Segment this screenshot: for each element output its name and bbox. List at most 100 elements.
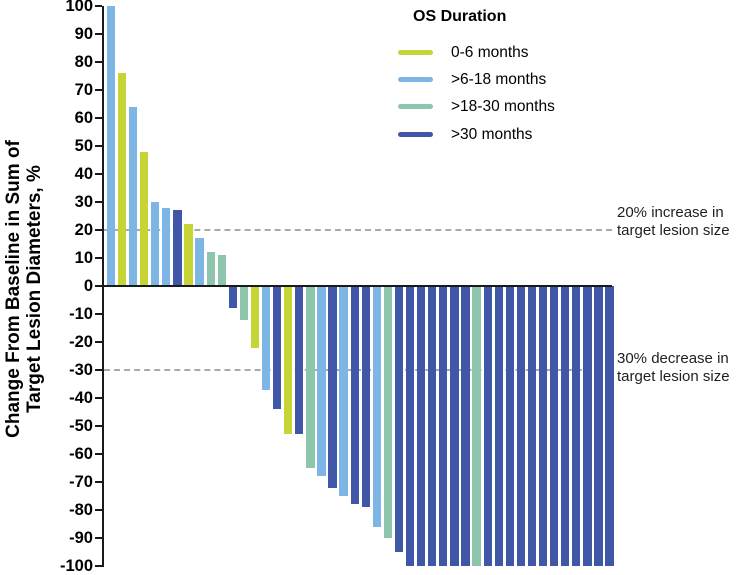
bar	[439, 286, 448, 566]
bar	[505, 286, 514, 566]
y-tick-mark	[95, 32, 102, 36]
y-tick-label: 90	[74, 25, 93, 43]
y-tick-label: 0	[83, 277, 93, 295]
annotation-line: 20% increase in	[617, 204, 724, 221]
bar	[605, 286, 614, 566]
legend-item-label: >30 months	[451, 125, 533, 143]
legend-item: >18-30 months	[398, 97, 628, 117]
y-tick-label: 50	[74, 137, 93, 155]
legend-item-label: 0-6 months	[451, 43, 529, 61]
legend: OS Duration 0-6 months >6-18 months >18-30…	[398, 8, 628, 143]
bar	[450, 286, 459, 566]
y-tick-mark	[95, 480, 102, 484]
y-tick-label: -50	[69, 417, 93, 435]
bar	[483, 286, 492, 566]
y-tick-mark	[95, 312, 102, 316]
y-tick-mark	[95, 340, 102, 344]
y-tick-label: -30	[69, 361, 93, 379]
annotation-line: target lesion size	[617, 367, 730, 385]
bar	[472, 286, 481, 566]
bar	[550, 286, 559, 566]
bar	[217, 255, 226, 286]
bar	[328, 286, 337, 488]
bar	[261, 286, 271, 390]
bar	[306, 286, 315, 468]
y-tick-label: -10	[69, 305, 93, 323]
bar	[295, 286, 304, 435]
bar	[195, 238, 204, 286]
bar	[361, 286, 370, 508]
y-tick-label: -40	[69, 389, 93, 407]
legend-swatch	[398, 49, 433, 55]
legend-swatch	[398, 104, 433, 110]
y-tick-mark	[95, 508, 102, 512]
bar	[228, 286, 237, 309]
y-tick-label: 10	[74, 249, 93, 267]
legend-item-label: >18-30 months	[451, 98, 555, 116]
bar	[527, 286, 537, 566]
y-tick-label: 70	[74, 81, 93, 99]
y-tick-label: 40	[74, 165, 93, 183]
bar	[140, 151, 149, 286]
y-tick-label: 20	[74, 221, 93, 239]
bar	[417, 286, 426, 566]
y-tick-label: 60	[74, 109, 93, 127]
legend-item: 0-6 months	[398, 43, 628, 63]
y-axis-title: Change From Baseline in Sum of Target Le…	[3, 9, 45, 569]
annotation-line: target lesion size	[617, 221, 730, 239]
bar	[383, 286, 393, 538]
bar	[162, 207, 171, 286]
legend-item-label: >6-18 months	[451, 70, 547, 88]
y-tick-label: -20	[69, 333, 93, 351]
bar	[572, 286, 581, 566]
bar	[250, 286, 260, 348]
y-tick-label: -80	[69, 501, 93, 519]
legend-item: >6-18 months	[398, 70, 628, 90]
bar	[372, 286, 382, 527]
y-tick-mark	[95, 536, 102, 540]
legend-item: >30 months	[398, 125, 628, 145]
y-tick-label: 100	[65, 0, 93, 15]
y-tick-mark	[95, 228, 102, 232]
y-tick-mark	[95, 452, 102, 456]
y-tick-mark	[95, 172, 102, 176]
y-axis-title-line-1: Change From Baseline in Sum of	[3, 140, 24, 438]
legend-title: OS Duration	[413, 8, 507, 25]
y-tick-mark	[95, 200, 102, 204]
y-tick-mark	[95, 396, 102, 400]
y-tick-mark	[95, 256, 102, 260]
y-tick-mark	[95, 424, 102, 428]
annotation-line: 30% decrease in	[617, 350, 729, 367]
reference-annotation: 30% decrease in target lesion size	[617, 350, 745, 385]
bar	[239, 286, 249, 320]
bar	[428, 286, 437, 566]
y-tick-label: -100	[59, 557, 93, 575]
y-tick-label: 80	[74, 53, 93, 71]
bar	[494, 286, 503, 566]
y-tick-mark	[95, 564, 102, 568]
legend-swatch	[398, 131, 433, 137]
bar	[405, 286, 415, 566]
y-tick-mark	[95, 368, 102, 372]
y-tick-mark	[95, 88, 102, 92]
bar	[206, 252, 215, 286]
bar	[583, 286, 592, 566]
bar	[284, 286, 293, 435]
bar	[273, 286, 282, 410]
bar	[151, 202, 160, 286]
bar	[350, 286, 359, 505]
legend-swatch	[398, 76, 433, 82]
y-tick-mark	[95, 60, 102, 64]
y-tick-mark	[95, 284, 102, 288]
bar	[561, 286, 570, 566]
bar	[184, 224, 193, 286]
dashed-reference-line	[104, 229, 612, 231]
y-tick-label: -90	[69, 529, 93, 547]
y-tick-mark	[95, 116, 102, 120]
bar	[173, 210, 182, 286]
y-tick-label: -70	[69, 473, 93, 491]
bar	[117, 73, 127, 286]
bar	[339, 286, 348, 496]
zero-baseline	[102, 284, 612, 288]
